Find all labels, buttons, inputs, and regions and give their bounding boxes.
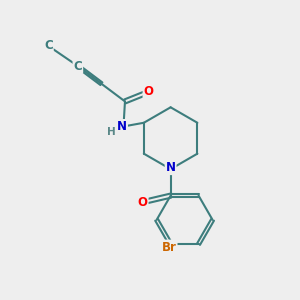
Text: O: O [143,85,154,98]
Text: N: N [117,120,127,133]
Text: C: C [74,60,82,73]
Text: Br: Br [162,241,177,254]
Text: C: C [44,39,53,52]
Text: O: O [138,196,148,209]
Text: H: H [107,127,116,137]
Text: N: N [166,161,176,174]
